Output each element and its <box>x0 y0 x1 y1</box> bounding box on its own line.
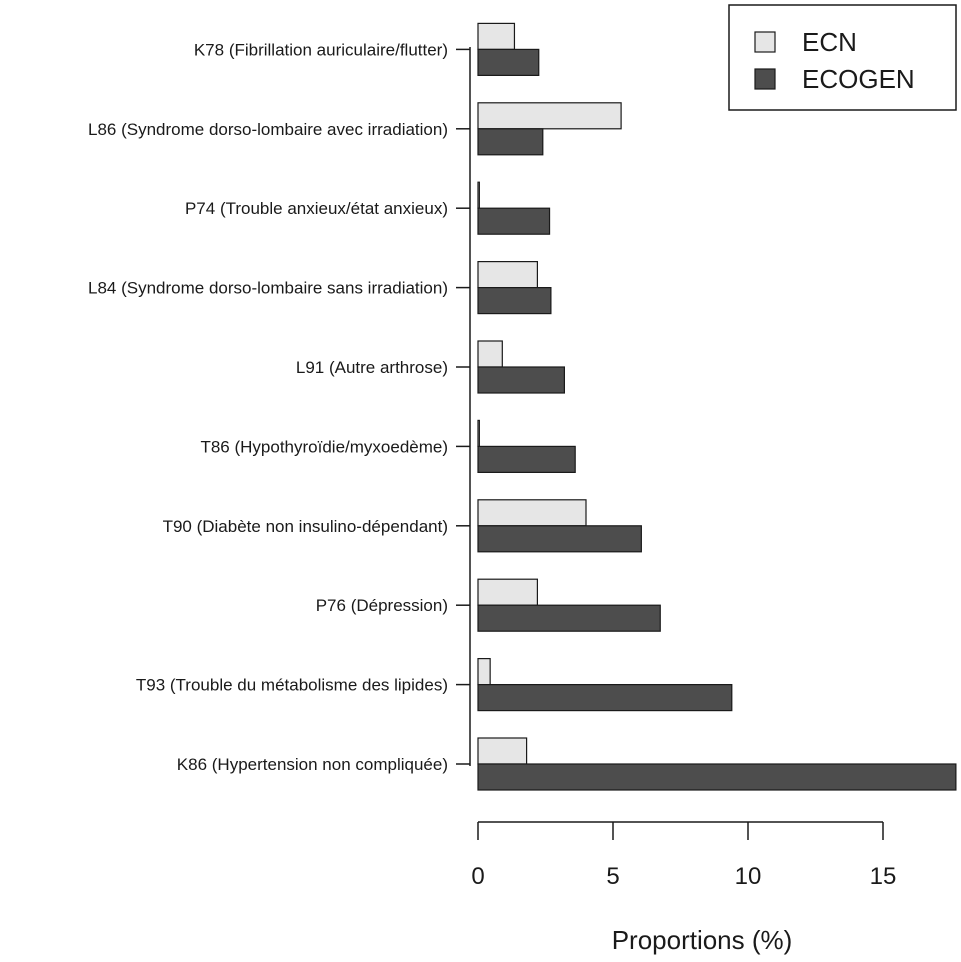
bar-ecogen-l91 <box>477 366 566 394</box>
category-label-p76: P76 (Dépression) <box>316 596 448 615</box>
legend-label-ecn: ECN <box>802 27 857 57</box>
bar-ecn-k78 <box>477 22 516 50</box>
category-label-t93: T93 (Trouble du métabolisme des lipides) <box>136 676 448 695</box>
bar-ecn-l91 <box>477 340 503 368</box>
bar-ecn-l86 <box>477 102 622 130</box>
bar-ecogen-k86 <box>477 763 957 791</box>
category-label-t90: T90 (Diabète non insulino-dépendant) <box>163 517 448 536</box>
legend-swatch-ecn <box>754 31 776 53</box>
category-label-k78: K78 (Fibrillation auriculaire/flutter) <box>194 40 448 59</box>
category-label-k86: K86 (Hypertension non compliquée) <box>177 755 448 774</box>
value-tick-label-0: 0 <box>471 863 484 890</box>
bar-ecogen-k78 <box>477 48 540 77</box>
category-label-l86: L86 (Syndrome dorso-lombaire avec irradi… <box>88 120 448 139</box>
bar-ecn-t86 <box>477 419 480 447</box>
bar-ecn-t93 <box>477 657 491 686</box>
bar-ecn-k86 <box>477 737 528 765</box>
bar-ecn-p76 <box>477 578 539 606</box>
category-label-t86: T86 (Hypothyroïdie/myxoedème) <box>200 437 448 456</box>
bar-ecogen-t90 <box>477 525 642 553</box>
legend: ECN ECOGEN <box>728 4 957 111</box>
category-label-p74: P74 (Trouble anxieux/état anxieux) <box>185 199 448 218</box>
value-axis: 0 5 10 15 <box>471 821 897 890</box>
value-tick-label-10: 10 <box>735 863 762 890</box>
legend-label-ecogen: ECOGEN <box>802 64 915 94</box>
value-tick-label-15: 15 <box>870 863 897 890</box>
bar-ecogen-l86 <box>477 128 544 156</box>
category-label-l84: L84 (Syndrome dorso-lombaire sans irradi… <box>88 279 448 298</box>
legend-box <box>728 4 957 111</box>
value-tick-label-5: 5 <box>606 863 619 890</box>
bar-ecn-t90 <box>477 499 587 527</box>
bar-ecn-p74 <box>477 181 480 209</box>
x-axis-title: Proportions (%) <box>612 925 793 955</box>
bar-ecn-l84 <box>477 261 539 289</box>
bar-ecogen-p74 <box>477 207 551 235</box>
bars-layer <box>477 22 957 791</box>
bar-ecogen-t93 <box>477 683 733 712</box>
category-axis: K86 (Hypertension non compliquée) T93 (Tr… <box>88 40 471 774</box>
bar-ecogen-p76 <box>477 604 661 632</box>
bar-ecogen-l84 <box>477 287 552 315</box>
bar-ecogen-t86 <box>477 445 576 473</box>
category-label-l91: L91 (Autre arthrose) <box>296 358 448 377</box>
legend-swatch-ecogen <box>754 68 776 90</box>
